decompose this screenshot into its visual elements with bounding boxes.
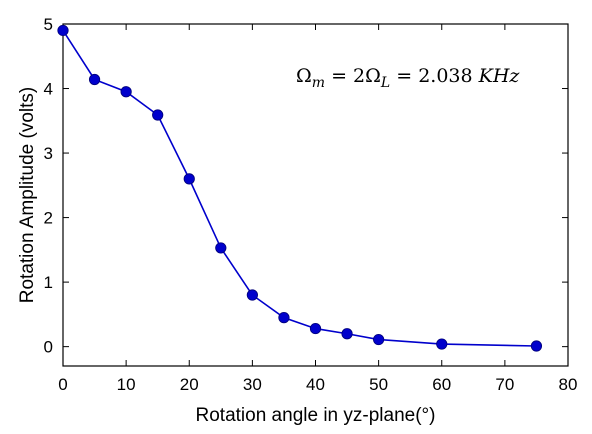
data-point — [215, 242, 227, 254]
x-axis-ticks: 0 10 20 30 40 50 60 70 80 — [58, 24, 577, 394]
annotation-unit: KHz — [478, 65, 521, 87]
y-tick-label: 4 — [44, 80, 53, 99]
data-point — [309, 322, 322, 335]
data-point — [246, 289, 258, 301]
y-tick-label: 0 — [44, 338, 53, 357]
annotation-eq: = 2 — [325, 65, 365, 87]
series-layer — [57, 24, 543, 352]
frequency-annotation: Ωm = 2ΩL = 2.038 KHz — [296, 65, 520, 91]
annotation-sub-m: m — [312, 75, 325, 91]
x-tick-label: 60 — [432, 375, 451, 394]
x-tick-label: 0 — [58, 375, 67, 394]
x-tick-label: 50 — [369, 375, 388, 394]
y-tick-label: 5 — [44, 15, 53, 34]
x-tick-label: 30 — [243, 375, 262, 394]
data-point — [373, 333, 385, 346]
annotation-omega-m: Ω — [296, 65, 312, 87]
data-point — [152, 109, 164, 121]
data-point — [530, 340, 543, 352]
annotation-sub-l: L — [380, 75, 390, 91]
data-point — [436, 338, 448, 350]
x-tick-label: 40 — [306, 375, 325, 394]
data-point — [278, 312, 290, 324]
y-tick-label: 2 — [44, 209, 53, 228]
y-axis-label: Rotation Amplitude (volts) — [17, 87, 38, 304]
data-point — [88, 73, 101, 86]
y-tick-label: 3 — [44, 144, 53, 163]
data-point — [57, 24, 69, 37]
x-tick-label: 70 — [495, 375, 514, 394]
data-point — [341, 328, 353, 340]
x-axis-label: Rotation angle in yz-plane(°) — [196, 405, 436, 426]
x-tick-label: 80 — [559, 375, 578, 394]
data-point — [120, 86, 132, 98]
x-tick-label: 20 — [180, 375, 199, 394]
y-axis-ticks: 0 1 2 3 4 5 — [44, 15, 568, 357]
x-tick-label: 10 — [117, 375, 136, 394]
annotation-value: = 2.038 — [390, 65, 478, 87]
data-point — [183, 173, 195, 185]
y-tick-label: 1 — [44, 273, 53, 292]
annotation-omega-l: Ω — [365, 65, 381, 87]
